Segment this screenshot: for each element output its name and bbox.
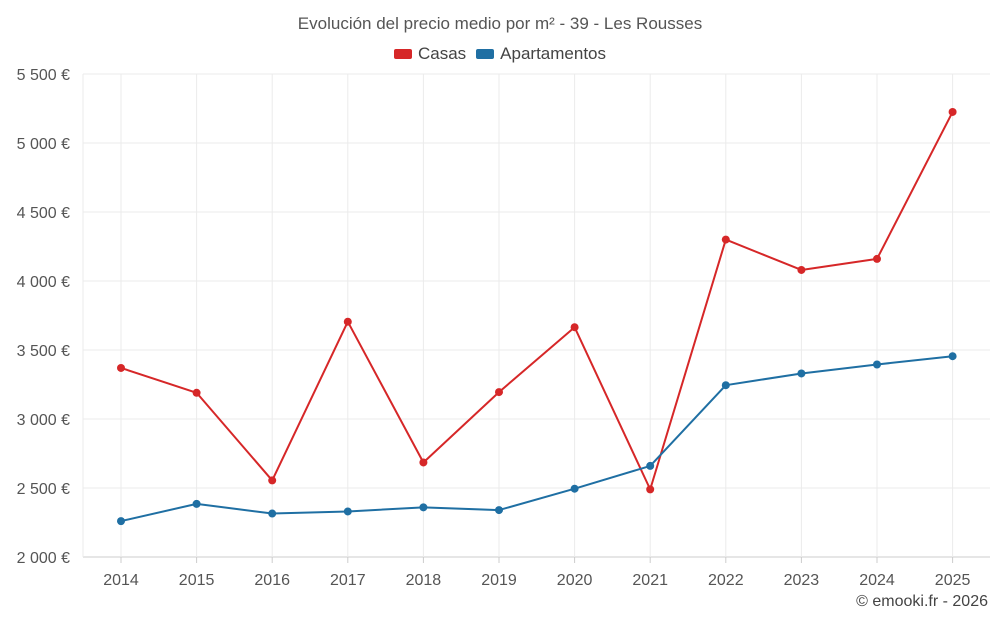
- data-point-casas: [343, 317, 352, 326]
- x-tick-label: 2014: [103, 572, 139, 589]
- data-point-casas: [117, 363, 125, 372]
- data-point-casas: [873, 254, 881, 263]
- x-tick-label: 2019: [481, 572, 517, 589]
- data-point-apartamentos: [268, 509, 277, 518]
- x-tick-label: 2018: [406, 572, 442, 589]
- data-point-casas: [495, 388, 503, 397]
- data-point-apartamentos: [646, 461, 655, 470]
- data-point-casas: [268, 476, 277, 485]
- legend-item-apartamentos[interactable]: Apartamentos: [476, 44, 606, 64]
- data-point-casas: [570, 323, 579, 332]
- legend-label-apartamentos: Apartamentos: [500, 44, 607, 63]
- data-point-apartamentos: [948, 352, 957, 361]
- y-tick-label: 4 500 €: [17, 205, 70, 222]
- x-tick-label: 2022: [708, 572, 744, 589]
- y-tick-label: 3 000 €: [17, 412, 70, 429]
- data-point-apartamentos: [873, 360, 881, 369]
- data-point-apartamentos: [419, 503, 428, 512]
- legend: Casas Apartamentos: [0, 44, 1000, 64]
- data-point-apartamentos: [721, 381, 730, 390]
- x-tick-label: 2025: [935, 572, 971, 589]
- series-line-apartamentos: [120, 355, 953, 523]
- y-tick-label: 2 500 €: [17, 481, 70, 498]
- x-tick-label: 2024: [859, 572, 895, 589]
- x-tick-label: 2020: [557, 572, 593, 589]
- x-tick-label: 2017: [330, 572, 366, 589]
- y-tick-label: 4 000 €: [17, 274, 70, 291]
- legend-swatch-apartamentos: [476, 49, 495, 59]
- legend-swatch-casas: [393, 49, 412, 59]
- y-tick-label: 2 000 €: [17, 550, 70, 567]
- data-point-apartamentos: [495, 506, 503, 515]
- data-point-apartamentos: [343, 507, 352, 516]
- credit-text: © emooki.fr - 2026: [856, 593, 988, 610]
- data-point-casas: [419, 458, 428, 467]
- x-tick-label: 2015: [179, 572, 215, 589]
- legend-item-casas[interactable]: Casas: [393, 44, 467, 64]
- data-point-casas: [721, 235, 730, 244]
- x-tick-label: 2021: [632, 572, 668, 589]
- data-point-casas: [192, 388, 201, 397]
- legend-label-casas: Casas: [417, 44, 467, 63]
- series-line-casas: [120, 111, 954, 491]
- x-tick-label: 2016: [254, 572, 290, 589]
- y-tick-label: 3 500 €: [17, 343, 70, 360]
- data-point-apartamentos: [192, 499, 201, 508]
- chart-title: Evolución del precio medio por m² - 39 -…: [297, 14, 703, 33]
- y-tick-label: 5 000 €: [17, 136, 70, 153]
- data-point-apartamentos: [117, 517, 125, 526]
- data-point-casas: [646, 485, 655, 494]
- data-point-apartamentos: [570, 484, 579, 493]
- data-point-casas: [948, 107, 957, 116]
- x-tick-label: 2023: [784, 572, 820, 589]
- data-point-casas: [797, 265, 806, 274]
- y-tick-label: 5 500 €: [17, 67, 70, 84]
- data-point-apartamentos: [797, 369, 806, 378]
